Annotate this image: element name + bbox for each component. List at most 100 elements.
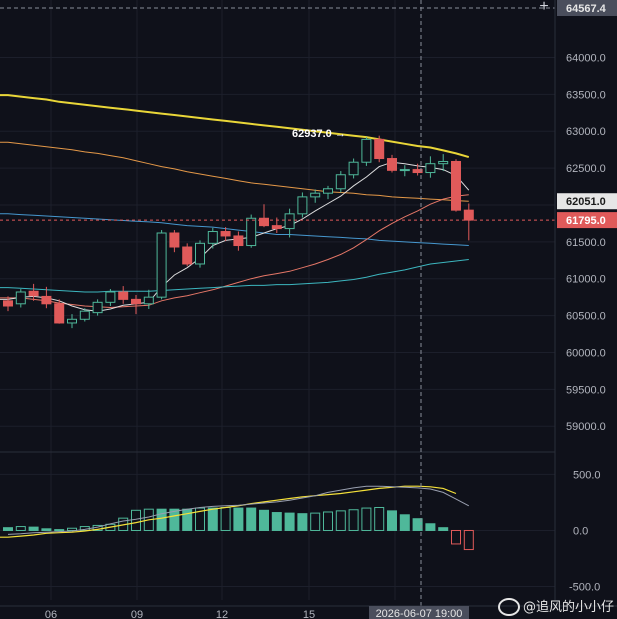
candle-body-up xyxy=(105,291,116,303)
price-axis: 64000.063500.063000.062500.062000.061500… xyxy=(554,0,606,600)
candle-body-down xyxy=(374,138,385,160)
watermark: @追风的小小仔 xyxy=(498,596,614,617)
time-axis: 06091215182026-06-07 19:00 xyxy=(0,605,617,619)
weibo-icon xyxy=(498,597,520,616)
candle-body-up xyxy=(361,138,372,163)
candle-body-up xyxy=(335,174,346,190)
ma-line-6 xyxy=(0,259,469,293)
macd-histogram-bar xyxy=(220,507,231,531)
ma-value-box xyxy=(557,193,617,210)
candle-body-down xyxy=(54,303,65,324)
macd-histogram-bar xyxy=(195,507,205,531)
ma-line-1 xyxy=(0,94,470,159)
high-annotation: 62937.0 → xyxy=(292,128,346,140)
macd-line xyxy=(7,485,470,535)
candle-body-down xyxy=(182,246,193,265)
price-tick-label: 63500.0 xyxy=(566,89,606,101)
macd-histogram-bar xyxy=(271,512,282,531)
candle-body-up xyxy=(143,296,154,305)
price-tags: 64567.4 62051.0 61795.0 62937.0 → xyxy=(292,0,617,229)
candle-body-up xyxy=(399,169,410,172)
macd-histogram-bar xyxy=(131,509,141,531)
candle-body-down xyxy=(169,232,180,248)
macd-histogram-bar xyxy=(284,512,295,531)
candle-body-up xyxy=(67,318,77,324)
macd-histogram-bar xyxy=(15,526,26,531)
macd-histogram-bar xyxy=(41,528,52,531)
candle-body-up xyxy=(310,192,321,198)
candle-body-up xyxy=(246,217,257,247)
candle-body-down xyxy=(28,290,39,297)
time-tick-label: 12 xyxy=(216,609,228,619)
candle-body-up xyxy=(156,232,167,298)
macd-histogram-bar xyxy=(207,507,218,531)
candle-body-down xyxy=(233,235,244,247)
candle-body-down xyxy=(463,209,474,221)
macd-histogram-bar xyxy=(335,510,346,531)
macd-histogram-bar xyxy=(438,527,449,531)
candle-body-down xyxy=(451,160,461,211)
candle-body-down xyxy=(41,295,52,305)
crosshair-time-box xyxy=(369,606,469,619)
macd-histogram-bar xyxy=(156,508,167,531)
macd-histogram-bar xyxy=(3,527,13,531)
candle-body-up xyxy=(284,213,295,230)
candle-body-down xyxy=(118,291,129,300)
crosshair-price-label: 64567.4 xyxy=(566,3,607,15)
macd-histogram-bar xyxy=(67,527,77,531)
macd-histogram-bar xyxy=(374,507,385,531)
candle-body-down xyxy=(3,300,13,307)
price-tick-label: 64000.0 xyxy=(566,53,606,65)
macd-histogram-bar xyxy=(323,511,333,531)
macd-histogram-bar xyxy=(169,508,180,531)
macd-histogram-bar xyxy=(412,518,423,531)
ma-line-2 xyxy=(0,141,469,202)
macd-histogram-bar xyxy=(182,508,193,531)
ma-line-3 xyxy=(0,213,469,246)
price-tick-label: 61500.0 xyxy=(566,237,606,249)
candle-body-down xyxy=(387,158,397,171)
price-tick-label: 61000.0 xyxy=(566,274,606,286)
macd-histogram-bar xyxy=(425,523,436,531)
macd-histogram-bar xyxy=(451,529,461,545)
grid xyxy=(0,0,555,600)
candle-body-down xyxy=(412,169,423,174)
time-tick-label: 09 xyxy=(131,609,143,619)
price-tick-label: 59000.0 xyxy=(566,421,606,433)
ma-line-4 xyxy=(0,194,469,309)
ma-value-label: 62051.0 xyxy=(566,196,606,208)
macd-histogram-bar xyxy=(259,509,269,531)
crosshair-time-label: 2026-06-07 19:00 xyxy=(376,608,463,619)
candle-body-up xyxy=(297,196,308,215)
add-indicator-icon[interactable]: + xyxy=(539,0,549,15)
crosshair-price-box xyxy=(557,0,617,16)
macd-tick-label: 500.0 xyxy=(573,469,601,481)
candle-body-up xyxy=(438,160,449,165)
candle-body-down xyxy=(271,225,282,230)
candle-body-down xyxy=(259,217,269,227)
price-tick-label: 59500.0 xyxy=(566,384,606,396)
macd-panel xyxy=(0,485,474,551)
candle-body-down xyxy=(131,298,141,305)
price-tick-label: 62500.0 xyxy=(566,163,606,175)
macd-histogram-bar xyxy=(54,529,65,532)
macd-histogram-bar xyxy=(463,529,474,551)
candle-body-down xyxy=(220,231,231,237)
candle-body-up xyxy=(92,301,103,314)
last-price-label: 61795.0 xyxy=(566,215,606,227)
macd-tick-label: -500.0 xyxy=(569,582,600,594)
candle-body-up xyxy=(207,231,218,244)
candlestick-series xyxy=(3,135,474,329)
macd-histogram-bar xyxy=(246,507,257,531)
macd-histogram-bar xyxy=(28,526,39,531)
macd-histogram-bar xyxy=(399,514,410,531)
candle-body-up xyxy=(79,310,90,320)
macd-histogram-bar xyxy=(387,510,397,531)
time-tick-label: 06 xyxy=(45,609,57,619)
macd-tick-label: 0.0 xyxy=(573,525,588,537)
candle-body-up xyxy=(15,291,26,305)
crosshair xyxy=(0,0,555,606)
candle-body-up xyxy=(323,188,333,194)
price-tick-label: 60500.0 xyxy=(566,311,606,323)
